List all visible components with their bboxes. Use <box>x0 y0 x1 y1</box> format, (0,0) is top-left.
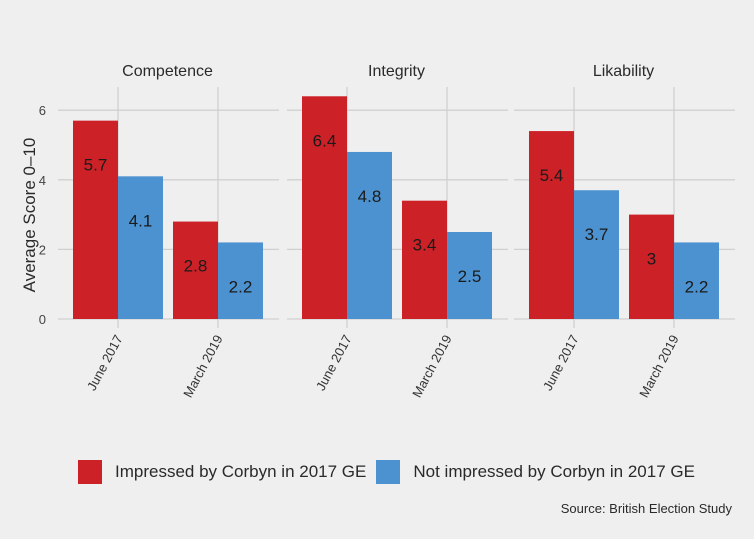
faceted-bar-chart: Average Score 0–10 0 2 4 6 Competence 5.7 4.1 Ju… <box>20 63 735 400</box>
data-label: 2.2 <box>229 277 253 296</box>
x-tick-label: June 2017 <box>84 332 126 393</box>
y-tick-label: 2 <box>39 242 46 257</box>
bar-impressed <box>529 131 574 319</box>
x-tick-label: March 2019 <box>636 332 681 400</box>
data-label: 5.7 <box>84 156 108 175</box>
x-tick-label: March 2019 <box>409 332 454 400</box>
panel-title-integrity: Integrity <box>368 63 425 80</box>
data-label: 5.4 <box>540 166 564 185</box>
legend-swatch-not-impressed <box>376 460 401 484</box>
data-label: 2.5 <box>458 267 482 286</box>
bar-not-impressed <box>674 242 719 319</box>
legend-item-not-impressed: Not impressed by Corbyn in 2017 GE <box>376 460 695 484</box>
y-tick-label: 4 <box>39 173 46 188</box>
bar-not-impressed <box>447 232 492 319</box>
legend-label-not-impressed: Not impressed by Corbyn in 2017 GE <box>413 462 695 481</box>
data-label: 2.2 <box>685 277 709 296</box>
data-label: 3.7 <box>585 225 609 244</box>
legend-item-impressed: Impressed by Corbyn in 2017 GE <box>78 460 366 484</box>
y-axis-title: Average Score 0–10 <box>20 138 39 293</box>
data-label: 4.8 <box>358 187 382 206</box>
x-tick-label: March 2019 <box>180 332 225 400</box>
bar-impressed <box>173 221 218 319</box>
legend-label-impressed: Impressed by Corbyn in 2017 GE <box>115 462 367 481</box>
panel-title-competence: Competence <box>122 63 213 80</box>
source-note: Source: British Election Study <box>560 501 732 516</box>
legend-swatch-impressed <box>78 460 102 484</box>
bar-impressed <box>302 96 347 319</box>
bar-not-impressed <box>118 176 163 319</box>
data-label: 4.1 <box>129 211 153 230</box>
bar-impressed <box>629 214 674 319</box>
bar-not-impressed <box>574 190 619 319</box>
x-tick-label: June 2017 <box>540 332 582 393</box>
bar-impressed <box>402 200 447 319</box>
x-tick-label: June 2017 <box>313 332 355 393</box>
bar-not-impressed <box>218 242 263 319</box>
bar-not-impressed <box>347 151 392 319</box>
panel-title-likability: Likability <box>593 63 654 80</box>
data-label: 3 <box>647 250 656 269</box>
bar-impressed <box>73 120 118 319</box>
y-tick-label: 0 <box>39 312 46 327</box>
data-label: 2.8 <box>184 257 208 276</box>
data-label: 3.4 <box>413 236 437 255</box>
y-tick-label: 6 <box>39 103 46 118</box>
data-label: 6.4 <box>313 131 337 150</box>
legend: Impressed by Corbyn in 2017 GE Not impre… <box>78 460 705 484</box>
